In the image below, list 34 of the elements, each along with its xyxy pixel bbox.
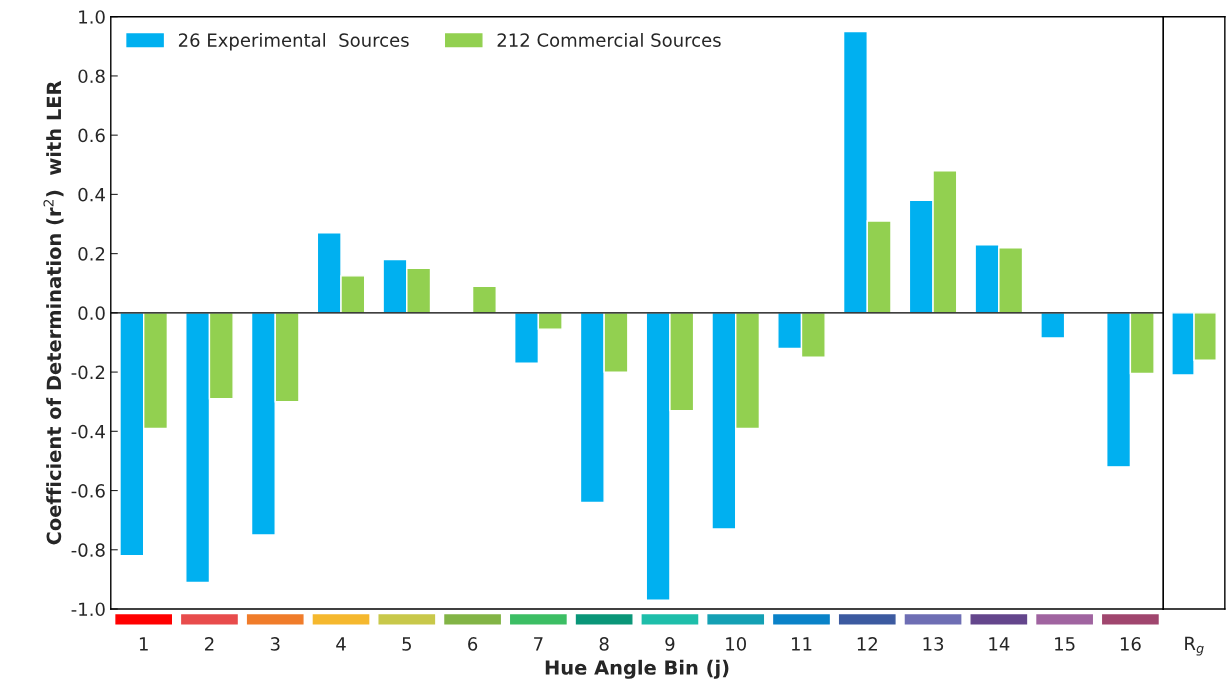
legend-label: 26 Experimental Sources: [178, 32, 409, 51]
x-tick-label: 8: [599, 637, 609, 651]
x-tick-label: 6: [468, 637, 478, 651]
x-tick-label: 1: [139, 637, 148, 651]
x-tick-label: 3: [270, 637, 280, 651]
x-tick-label: 7: [534, 637, 543, 651]
y-tick-label: 0.8: [78, 69, 105, 84]
x-tick-label: 9: [665, 637, 675, 651]
y-tick-label: -0.2: [71, 365, 105, 380]
x-tick-label: 4: [336, 637, 346, 651]
y-tick-label: -0.6: [71, 484, 105, 498]
y-tick-label: -1.0: [71, 602, 105, 617]
y-tick-label: 0.4: [78, 187, 105, 202]
legend-label: 212 Commercial Sources: [497, 32, 721, 47]
x-tick-label: 10: [726, 637, 746, 651]
x-tick-label: 12: [857, 637, 877, 651]
x-axis-title: Hue Angle Bin (j): [545, 659, 729, 679]
x-tick-label: 15: [1055, 637, 1075, 651]
y-tick-label: -0.4: [71, 424, 105, 439]
x-tick-label: 5: [402, 637, 411, 651]
x-tick-label: 14: [989, 637, 1010, 651]
y-tick-label: 1.0: [79, 10, 105, 24]
x-tick-label: 16: [1120, 637, 1141, 651]
x-tick-label: R$_{g}$: [1185, 636, 1204, 656]
x-tick-label: 11: [791, 637, 812, 651]
bar: [1040, 312, 1066, 339]
y-tick-label: 0.2: [78, 247, 105, 261]
bar: [471, 285, 497, 314]
x-tick-label: 13: [923, 637, 944, 651]
x-tick-label: 2: [205, 637, 214, 651]
y-axis-title: Coefficient of Determination (r$^{2}$) with LER: [43, 80, 64, 545]
y-tick-label: 0.0: [78, 306, 105, 320]
y-tick-label: 0.6: [78, 128, 105, 143]
y-tick-label: -0.8: [71, 543, 105, 557]
